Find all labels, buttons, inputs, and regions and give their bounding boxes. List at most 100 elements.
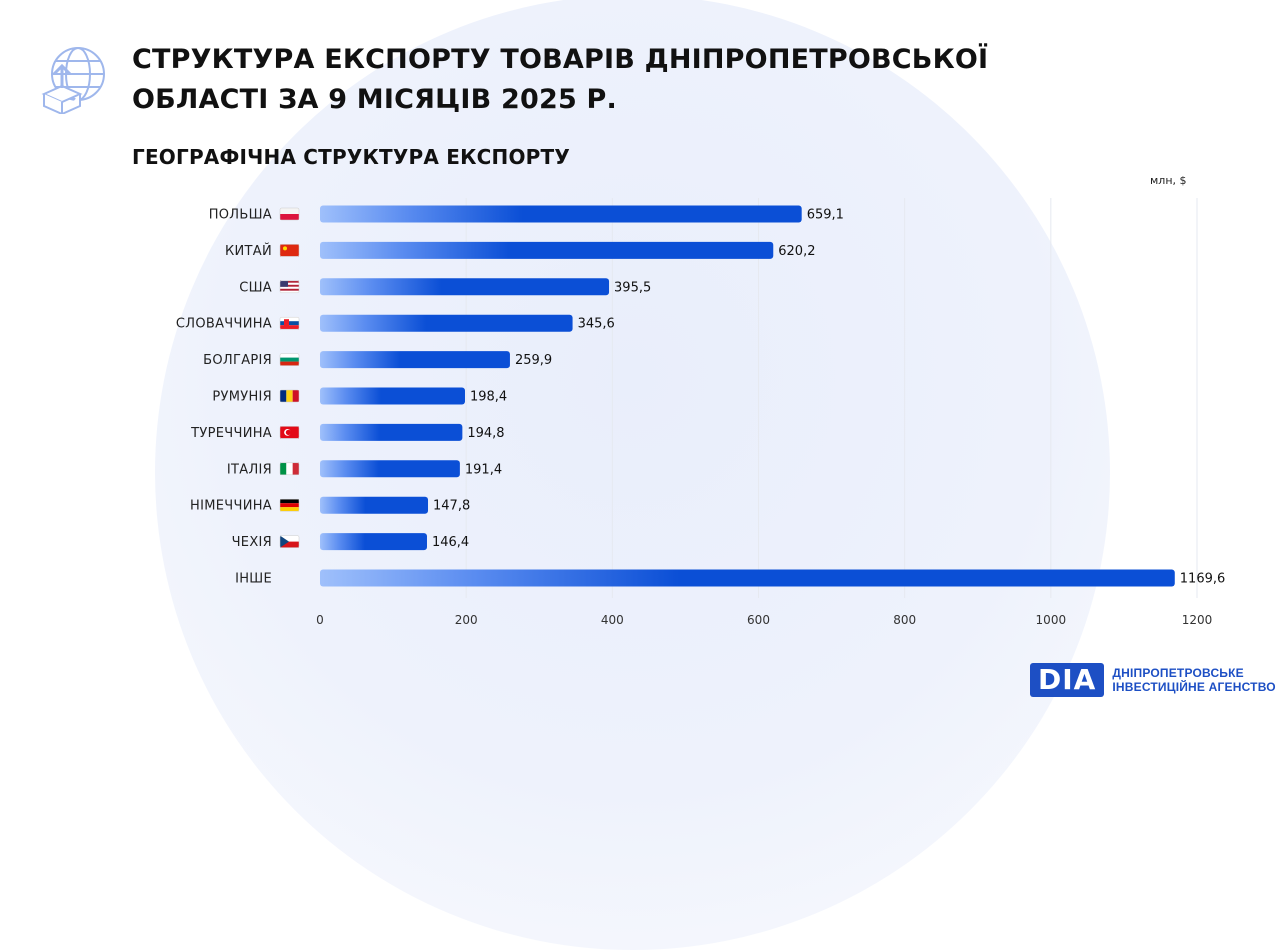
- page-title: СТРУКТУРА ЕКСПОРТУ ТОВАРІВ ДНІПРОПЕТРОВС…: [132, 44, 989, 115]
- category-label: БОЛГАРІЯ: [203, 353, 272, 368]
- bulgaria-flag-icon: [279, 353, 300, 366]
- italy-flag-icon: [279, 462, 300, 476]
- flag-stripe: [280, 507, 299, 512]
- flag-stripe: [286, 390, 293, 402]
- slovakia-flag-icon: [279, 316, 300, 330]
- category-label: ІТАЛІЯ: [227, 462, 272, 477]
- data-label: 620,2: [778, 244, 815, 259]
- category-label: ПОЛЬША: [209, 208, 272, 223]
- flag-stripe: [280, 317, 299, 322]
- category-label: СЛОВАЧЧИНА: [176, 317, 272, 332]
- flag-stripe: [280, 288, 299, 291]
- data-label: 146,4: [432, 535, 469, 550]
- flag-stripe: [280, 541, 299, 548]
- flag-stripe: [280, 290, 299, 293]
- flag-stripe: [280, 286, 299, 289]
- flag-stripe: [280, 357, 299, 362]
- bar: [320, 569, 1175, 587]
- flag-border: [279, 498, 300, 512]
- flag-stripe: [280, 325, 299, 330]
- flag-stripe: [280, 284, 299, 287]
- flag-border: [279, 353, 300, 366]
- data-label: 198,4: [470, 390, 507, 405]
- flag-stripe: [280, 244, 299, 257]
- poland-flag-icon: [279, 207, 300, 221]
- brand-line-1: ДНІПРОПЕТРОВСЬКЕ: [1112, 666, 1244, 680]
- data-label: 345,6: [578, 317, 615, 332]
- flag-stripe: [284, 319, 289, 327]
- flag-stripe: [280, 280, 288, 287]
- brand-text: ДНІПРОПЕТРОВСЬКЕ ІНВЕСТИЦІЙНЕ АГЕНСТВО: [1112, 666, 1275, 694]
- flag-stripe: [280, 280, 299, 283]
- flag-border: [279, 389, 300, 403]
- data-label: 259,9: [515, 353, 552, 368]
- flag-triangle: [280, 535, 289, 548]
- data-label: 1169,6: [1180, 572, 1226, 587]
- flag-stripe: [280, 208, 299, 214]
- flag-border: [279, 207, 300, 221]
- bar: [320, 423, 463, 441]
- flag-stripe: [280, 282, 299, 285]
- bar-chart: 0 200 400 600 800 1000 1200 ПОЛЬША 659,1 КИТАЙ 620…: [176, 198, 1226, 627]
- x-tick-label: 400: [601, 613, 624, 627]
- category-label: ЧЕХІЯ: [232, 535, 272, 550]
- data-label: 659,1: [807, 208, 844, 223]
- chart-subtitle: ГЕОГРАФІЧНА СТРУКТУРА ЕКСПОРТУ: [132, 145, 570, 169]
- bar: [320, 241, 774, 259]
- flag-stripe: [286, 462, 293, 475]
- x-tick-label: 600: [747, 613, 770, 627]
- category-label: РУМУНІЯ: [212, 390, 272, 405]
- unit-label: млн, $: [1150, 174, 1187, 187]
- flag-stripe: [280, 390, 287, 402]
- flag-stripe: [280, 462, 287, 475]
- bar: [320, 496, 429, 514]
- germany-flag-icon: [279, 498, 300, 512]
- romania-flag-icon: [279, 389, 300, 403]
- flag-stripe: [292, 462, 299, 475]
- brand-line-2: ІНВЕСТИЦІЙНЕ АГЕНСТВО: [1112, 680, 1276, 694]
- flag-border: [279, 426, 300, 439]
- bar: [320, 205, 802, 223]
- data-label: 395,5: [614, 280, 651, 295]
- bar: [320, 278, 610, 296]
- x-tick-label: 800: [893, 613, 916, 627]
- x-tick-label: 1200: [1182, 613, 1213, 627]
- category-label: ІНШЕ: [235, 572, 272, 587]
- x-tick-label: 1000: [1036, 613, 1067, 627]
- flag-border: [279, 535, 300, 548]
- data-label: 191,4: [465, 462, 502, 477]
- flag-border: [279, 316, 300, 330]
- category-label: КИТАЙ: [225, 243, 272, 259]
- data-label: 194,8: [467, 426, 504, 441]
- bar: [320, 460, 460, 478]
- brand-mark: DIA: [1030, 663, 1105, 697]
- flag-stripe: [292, 390, 299, 402]
- usa-flag-icon: [279, 280, 300, 294]
- globe-export-icon: [41, 47, 105, 114]
- bar: [320, 533, 427, 551]
- flag-crescent-cut: [285, 429, 292, 436]
- category-label: ТУРЕЧЧИНА: [190, 426, 272, 441]
- bar: [320, 314, 573, 332]
- category-label: США: [239, 280, 272, 295]
- flag-stripe: [280, 321, 299, 326]
- bar: [320, 387, 465, 405]
- flag-border: [279, 462, 300, 476]
- data-label: 147,8: [433, 499, 470, 514]
- flag-stripe: [280, 361, 299, 366]
- flag-stripe: [280, 214, 299, 220]
- czechia-flag-icon: [279, 535, 300, 548]
- brand-logo: DIA ДНІПРОПЕТРОВСЬКЕ ІНВЕСТИЦІЙНЕ АГЕНСТ…: [1030, 660, 1276, 700]
- x-tick-label: 0: [316, 613, 324, 627]
- x-tick-label: 200: [455, 613, 478, 627]
- turkey-flag-icon: [279, 426, 300, 439]
- flag-star: [283, 246, 287, 251]
- flag-stripe: [280, 535, 299, 542]
- category-label: НІМЕЧЧИНА: [190, 499, 272, 514]
- flag-border: [279, 244, 300, 257]
- flag-stripe: [280, 503, 299, 508]
- flag-stripe: [280, 353, 299, 358]
- flag-border: [279, 280, 300, 294]
- china-flag-icon: [279, 244, 300, 257]
- flag-stripe: [280, 499, 299, 504]
